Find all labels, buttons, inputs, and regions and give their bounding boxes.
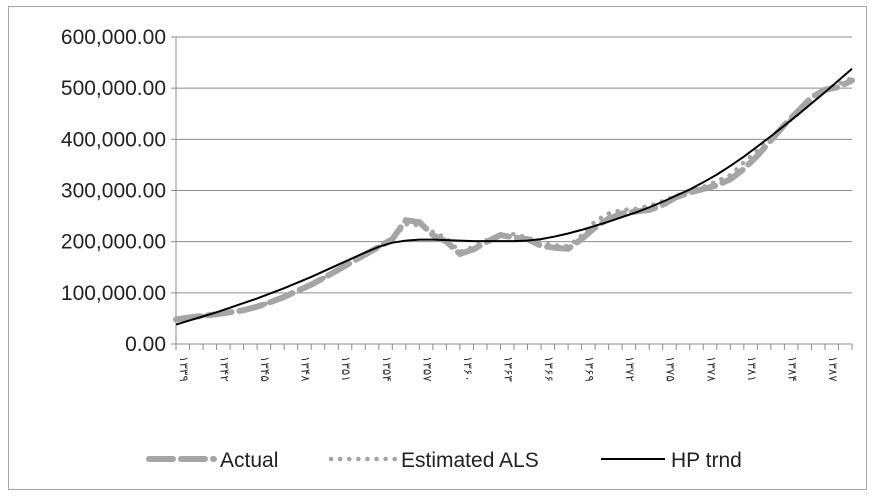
- legend-label-estimated-als: Estimated ALS: [401, 449, 539, 472]
- x-tick-label: ۱۳۶۳: [501, 356, 515, 382]
- series-line-actual: [173, 77, 855, 323]
- x-tick-label: ۱۳۳۹: [177, 356, 191, 382]
- y-tick-label: 400,000.00: [61, 128, 166, 151]
- x-tick-label: ۱۳۶۹: [583, 356, 597, 382]
- axes: [171, 36, 853, 350]
- series-line-estimated-als: [173, 75, 855, 323]
- x-tick-label: ۱۳۸۴: [785, 356, 799, 382]
- x-tick-label: ۱۳۷۵: [664, 356, 678, 382]
- y-tick-label: 300,000.00: [61, 180, 166, 203]
- y-tick-label: 0.00: [125, 333, 166, 356]
- x-tick-label: ۱۳۷۲: [623, 356, 637, 382]
- x-tick-label: ۱۳۵۷: [420, 356, 434, 382]
- y-tick-label: 500,000.00: [61, 77, 166, 100]
- x-axis-tick-labels: ۱۳۳۹ ۱۳۴۲ ۱۳۴۵ ۱۳۴۸ ۱۳۵۱ ۱۳۵۴ ۱۳۵۷ ۱۳۶۰ ۱۳۶۳ ۱۳۶۶…: [177, 356, 840, 382]
- y-tick-label: 100,000.00: [61, 282, 166, 305]
- x-tick-label: ۱۳۶۰: [461, 356, 475, 382]
- x-tick-label: ۱۳۵۴: [380, 356, 394, 382]
- x-tick-label: ۱۳۶۶: [542, 356, 556, 382]
- series-lines: [173, 67, 855, 326]
- series-line-hp-trnd: [175, 67, 853, 326]
- y-tick-label: 200,000.00: [61, 231, 166, 254]
- x-tick-label: ۱۳۸۷: [826, 356, 840, 382]
- x-tick-label: ۱۳۸۱: [745, 356, 759, 382]
- chart-frame: 0.00 100,000.00 200,000.00 300,000.00 400,00…: [8, 6, 867, 490]
- y-tick-label: 600,000.00: [61, 26, 166, 49]
- x-tick-label: ۱۳۴۲: [218, 356, 232, 382]
- x-tick-label: ۱۳۴۵: [258, 356, 272, 382]
- legend-label-actual: Actual: [220, 449, 278, 472]
- y-axis-tick-labels: 0.00 100,000.00 200,000.00 300,000.00 400,00…: [61, 26, 166, 356]
- x-tick-label: ۱۳۴۸: [299, 356, 313, 382]
- chart: 0.00 100,000.00 200,000.00 300,000.00 400,00…: [61, 26, 855, 472]
- legend: Actual Estimated ALS HP trnd: [146, 449, 742, 472]
- legend-label-hp-trnd: HP trnd: [671, 449, 742, 472]
- x-tick-label: ۱۳۷۸: [704, 356, 718, 382]
- x-tick-label: ۱۳۵۱: [339, 356, 353, 382]
- gridlines: [176, 36, 852, 294]
